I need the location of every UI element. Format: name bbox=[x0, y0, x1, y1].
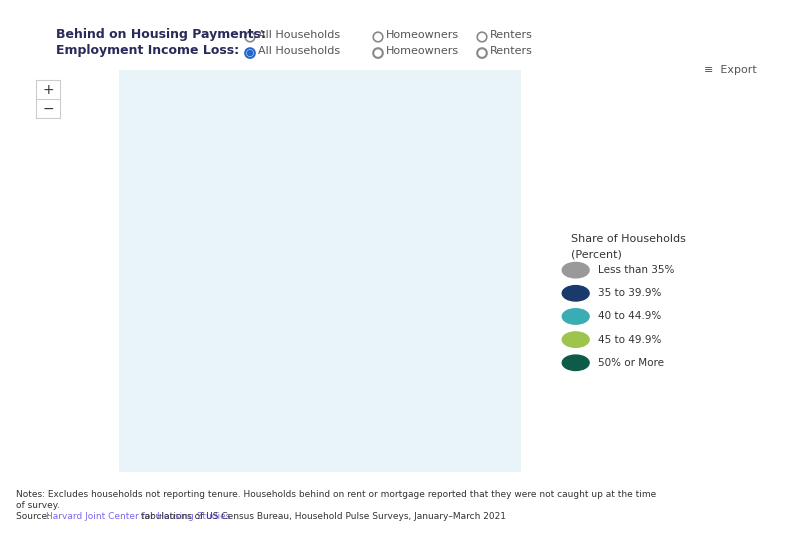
Text: Homeowners: Homeowners bbox=[386, 30, 458, 40]
Text: Homeowners: Homeowners bbox=[386, 46, 458, 56]
Text: 45 to 49.9%: 45 to 49.9% bbox=[598, 334, 662, 345]
Text: 50% or More: 50% or More bbox=[598, 358, 664, 368]
Text: All Households: All Households bbox=[258, 46, 340, 56]
Text: 35 to 39.9%: 35 to 39.9% bbox=[598, 288, 662, 299]
Text: 40 to 44.9%: 40 to 44.9% bbox=[598, 311, 662, 322]
Text: Employment Income Loss:: Employment Income Loss: bbox=[56, 44, 239, 57]
Text: ≡  Export: ≡ Export bbox=[704, 65, 757, 75]
Circle shape bbox=[562, 355, 589, 370]
Circle shape bbox=[562, 332, 589, 347]
Text: Renters: Renters bbox=[490, 30, 533, 40]
Text: Harvard Joint Center for Housing Studies: Harvard Joint Center for Housing Studies bbox=[46, 512, 230, 521]
Circle shape bbox=[562, 309, 589, 324]
Circle shape bbox=[562, 286, 589, 301]
Text: Less than 35%: Less than 35% bbox=[598, 265, 674, 275]
Text: (Percent): (Percent) bbox=[571, 250, 622, 259]
Text: tabulations of US Census Bureau, Household Pulse Surveys, January–March 2021: tabulations of US Census Bureau, Househo… bbox=[138, 512, 506, 521]
Circle shape bbox=[247, 50, 253, 56]
Text: Renters: Renters bbox=[490, 46, 533, 56]
Text: Notes: Excludes households not reporting tenure. Households behind on rent or mo: Notes: Excludes households not reporting… bbox=[16, 490, 656, 510]
Text: −: − bbox=[42, 101, 54, 116]
Text: Behind on Housing Payments:: Behind on Housing Payments: bbox=[56, 28, 266, 41]
Circle shape bbox=[562, 263, 589, 278]
Text: Source:: Source: bbox=[16, 512, 53, 521]
Text: All Households: All Households bbox=[258, 30, 340, 40]
Text: +: + bbox=[42, 83, 54, 97]
Text: Share of Households: Share of Households bbox=[571, 234, 686, 244]
